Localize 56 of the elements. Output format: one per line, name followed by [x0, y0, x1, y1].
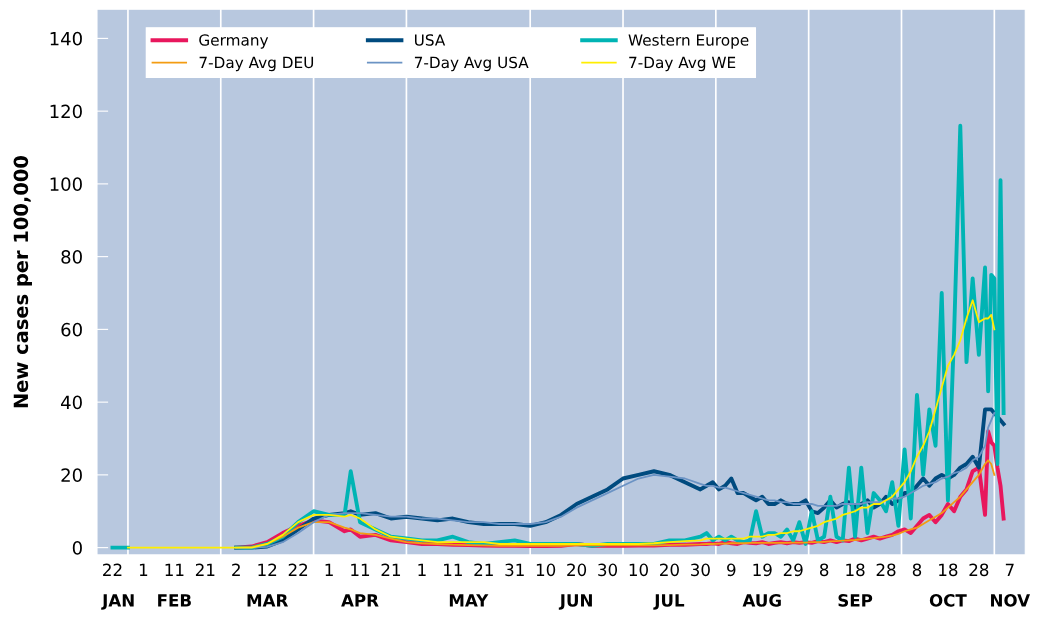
legend-label: 7-Day Avg WE	[629, 56, 736, 72]
legend-label: 7-Day Avg DEU	[199, 56, 314, 72]
x-tick-label: 9	[727, 563, 736, 577]
x-tick-label: 7	[1005, 563, 1014, 576]
x-tick-label: 20	[567, 563, 587, 577]
x-tick-label: 18	[939, 563, 958, 577]
x-tick-label: 21	[195, 563, 215, 576]
y-axis-title: New cases per 100,000	[13, 156, 32, 408]
x-tick-label: 1	[418, 563, 426, 576]
y-tick-label: 0	[72, 541, 82, 555]
y-tick-label: 140	[50, 31, 82, 46]
x-tick-label: 10	[629, 563, 648, 577]
y-tick-label: 80	[61, 250, 82, 264]
x2-tick-label: AUG	[742, 594, 781, 607]
x-tick-label: 12	[258, 563, 277, 576]
x-tick-label: 11	[444, 563, 462, 576]
x-tick-label: 10	[536, 563, 556, 577]
x-tick-label: 21	[381, 563, 401, 576]
x-tick-label: 30	[691, 563, 710, 577]
x-tick-label: 22	[288, 563, 308, 576]
legend-label: 7-Day Avg USA	[414, 56, 529, 72]
x2-tick-label: NOV	[991, 594, 1031, 607]
x2-tick-label: JUN	[558, 594, 592, 610]
x2-tick-label: FEB	[158, 594, 191, 607]
legend-label: USA	[414, 34, 446, 46]
x-tick-label: 28	[876, 563, 896, 577]
x-tick-label: 11	[165, 563, 184, 576]
y-tick-label: 40	[61, 395, 82, 410]
x2-tick-label: MAR	[247, 594, 289, 607]
legend-label: Germany	[199, 34, 269, 49]
x-tick-label: 2	[232, 563, 240, 576]
y-tick-label: 120	[50, 104, 82, 119]
y-tick-label: 20	[61, 468, 82, 482]
x-tick-label: 1	[139, 563, 148, 576]
x2-tick-label: MAY	[449, 594, 489, 607]
x2-tick-label: OCT	[929, 594, 967, 607]
x2-tick-label: APR	[341, 594, 379, 607]
x-tick-label: 28	[969, 563, 989, 577]
x-tick-label: 29	[783, 563, 803, 577]
x2-tick-label: SEP	[838, 594, 873, 607]
legend-label: Western Europe	[628, 34, 749, 49]
x2-tick-label: JUL	[653, 594, 685, 610]
y-tick-label: 100	[50, 177, 82, 192]
x-tick-label: 21	[474, 563, 493, 576]
x-tick-label: 30	[598, 563, 618, 577]
x2-tick-label: JAN	[101, 594, 134, 610]
x-tick-label: 8	[912, 563, 922, 577]
y-tick-label: 60	[61, 322, 82, 337]
x-tick-label: 22	[103, 563, 122, 576]
x-tick-label: 11	[351, 563, 370, 576]
x-tick-label: 1	[325, 563, 333, 576]
x-tick-label: 19	[753, 563, 772, 577]
x-tick-label: 8	[819, 563, 829, 577]
x-tick-label: 31	[505, 563, 524, 577]
x-tick-label: 20	[660, 563, 679, 577]
x-tick-label: 18	[846, 563, 865, 577]
